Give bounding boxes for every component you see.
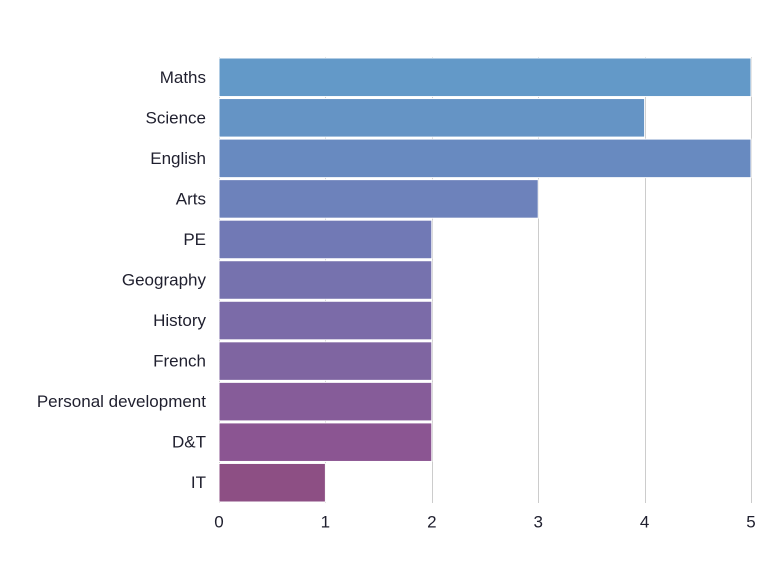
x-tick-label-4: 4 [640,513,649,532]
bar-6 [218,300,433,341]
category-label-1: Science [146,108,206,127]
bar-4 [218,219,433,260]
x-axis-ticks: 0 1 2 3 4 5 [214,513,755,532]
category-label-8: Personal development [37,392,206,411]
x-tick-label-0: 0 [214,513,223,532]
bar-0 [218,57,752,98]
category-label-7: French [153,352,206,371]
bar-9 [218,422,433,462]
category-label-9: D&T [172,433,206,452]
category-label-5: Geography [122,271,207,290]
x-tick-label-1: 1 [321,513,330,532]
category-label-6: History [153,311,206,330]
bar-10 [218,462,326,503]
bar-8 [218,381,433,422]
category-label-3: Arts [176,189,206,208]
category-label-10: IT [191,473,206,492]
category-label-4: PE [183,230,206,249]
x-tick-label-5: 5 [746,513,755,532]
bar-2 [218,138,752,179]
bar-3 [218,179,539,219]
x-tick-label-3: 3 [533,513,542,532]
bar-5 [218,260,433,300]
bar-1 [218,98,646,138]
bar-7 [218,341,433,381]
category-labels: Maths Science English Arts PE Geography Histor… [37,68,207,492]
bars [218,57,752,503]
category-label-0: Maths [160,68,206,87]
category-label-2: English [150,149,206,168]
x-tick-label-2: 2 [427,513,436,532]
